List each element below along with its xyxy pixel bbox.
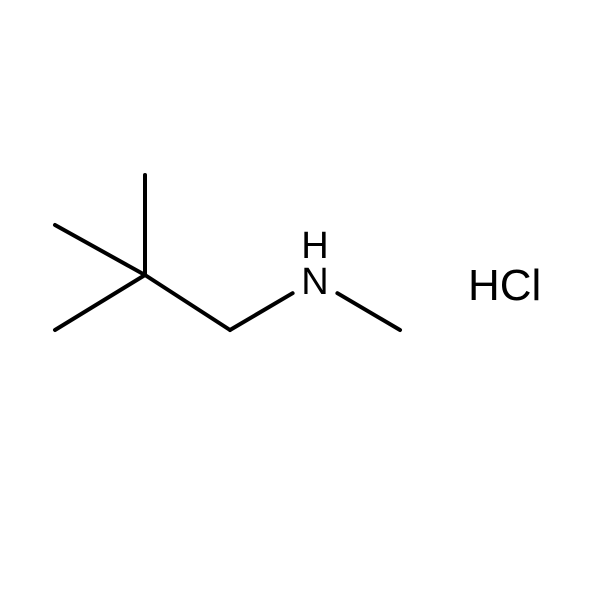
atom-label-n: N <box>301 261 328 303</box>
annotation-hcl: HCl <box>468 261 541 310</box>
atom-label-n-h: H <box>301 225 328 267</box>
bond <box>145 275 230 330</box>
bond <box>55 225 145 275</box>
bond <box>230 293 293 330</box>
chemical-structure: NH HCl <box>0 0 600 600</box>
bond <box>55 275 145 330</box>
bond <box>337 293 400 330</box>
